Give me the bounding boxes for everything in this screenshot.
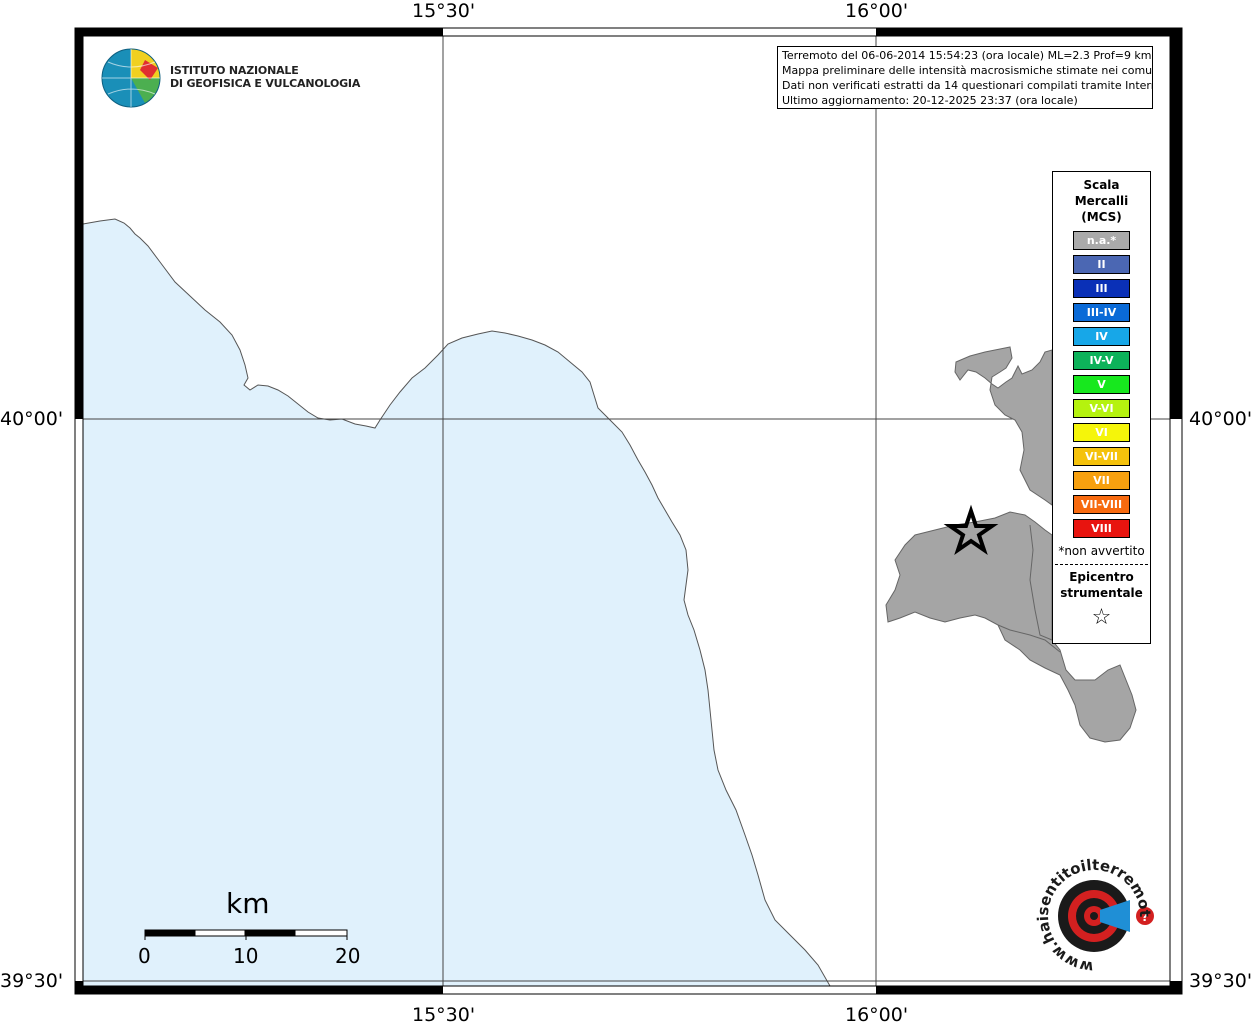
- logo-line-2: DI GEOFISICA E VULCANOLOGIA: [170, 77, 361, 90]
- mcs-legend: Scala Mercalli (MCS) n.a.* II III III-IV IV I…: [1052, 171, 1151, 644]
- haisentito-badge-text: www.haisentitoilterremoto.it: [1020, 842, 1154, 976]
- municipality-border: [1029, 524, 1053, 641]
- intensity-swatch: VIII: [1073, 519, 1130, 538]
- intensity-swatch: n.a.*: [1073, 231, 1130, 250]
- badge-url: www.haisentitoilterremoto.it: [1020, 842, 1154, 976]
- epicenter-label-line-1: Epicentro: [1069, 570, 1134, 584]
- svg-text:?: ?: [1142, 910, 1149, 924]
- intensity-swatch: IV: [1073, 327, 1130, 346]
- haisentito-badge: ?: [1058, 880, 1154, 952]
- epicenter-legend-label: Epicentro strumentale: [1053, 569, 1150, 601]
- legend-title: Scala Mercalli (MCS): [1053, 177, 1150, 225]
- scalebar-tick-10: 10: [233, 944, 259, 968]
- municipality-north: [954, 346, 1053, 506]
- epicenter-label-line-2: strumentale: [1060, 586, 1143, 600]
- info-line-2: Mappa preliminare delle intensità macros…: [782, 64, 1153, 77]
- lat-label-left-upper: 40°00': [0, 408, 64, 430]
- scalebar-unit: km: [226, 887, 270, 920]
- intensity-swatch: V-VI: [1073, 399, 1130, 418]
- intensity-swatch: VI: [1073, 423, 1130, 442]
- epicenter-star: [943, 504, 999, 556]
- logo-line-1: ISTITUTO NAZIONALE: [170, 64, 299, 77]
- intensity-swatch: III-IV: [1073, 303, 1130, 322]
- scale-bar: [144, 929, 348, 940]
- lon-label-top-left: 15°30': [412, 0, 476, 22]
- svg-text:www.haisentitoilterremoto.it: www.haisentitoilterremoto.it: [1020, 842, 1154, 976]
- legend-title-line-3: (MCS): [1081, 210, 1122, 224]
- lon-label-top-right: 16°00': [845, 0, 909, 22]
- legend-title-line-1: Scala: [1083, 178, 1120, 192]
- municipality-border-south: [997, 624, 1061, 653]
- graticule: [83, 36, 1170, 986]
- info-line-3: Dati non verificati estratti da 14 quest…: [782, 79, 1153, 92]
- legend-note: *non avvertito: [1058, 544, 1145, 558]
- legend-title-line-2: Mercalli: [1074, 194, 1129, 208]
- event-info-box: Terremoto del 06-06-2014 15:54:23 (ora l…: [777, 46, 1153, 109]
- sea-area: [82, 218, 831, 987]
- municipality-epicentral: [885, 511, 1137, 743]
- lon-label-bottom-right: 16°00': [845, 1004, 909, 1026]
- lat-label-left-lower: 39°30': [0, 970, 64, 992]
- lat-label-right-lower: 39°30': [1189, 970, 1253, 992]
- epicenter-legend-star-icon: ☆: [1091, 605, 1112, 630]
- intensity-swatch: IV-V: [1073, 351, 1130, 370]
- scalebar-tick-0: 0: [138, 944, 151, 968]
- legend-separator: [1055, 564, 1148, 565]
- info-line-1: Terremoto del 06-06-2014 15:54:23 (ora l…: [782, 49, 1152, 62]
- intensity-swatch: VI-VII: [1073, 447, 1130, 466]
- ingv-logo-globe: [101, 48, 161, 108]
- lon-label-bottom-left: 15°30': [412, 1004, 476, 1026]
- ingv-logo-text: ISTITUTO NAZIONALE DI GEOFISICA E VULCAN…: [170, 64, 360, 90]
- intensity-swatch: V: [1073, 375, 1130, 394]
- intensity-swatch: III: [1073, 279, 1130, 298]
- lat-label-right-upper: 40°00': [1189, 408, 1253, 430]
- scalebar-tick-20: 20: [335, 944, 361, 968]
- intensity-swatch: VII-VIII: [1073, 495, 1130, 514]
- intensity-swatch: II: [1073, 255, 1130, 274]
- map-frame: [74, 27, 1183, 995]
- info-line-4: Ultimo aggiornamento: 20-12-2025 23:37 (…: [782, 94, 1078, 107]
- intensity-swatch: VII: [1073, 471, 1130, 490]
- intensity-scale-list: n.a.* II III III-IV IV IV-V V V-VI VI VI-VII VII VI…: [1053, 231, 1150, 538]
